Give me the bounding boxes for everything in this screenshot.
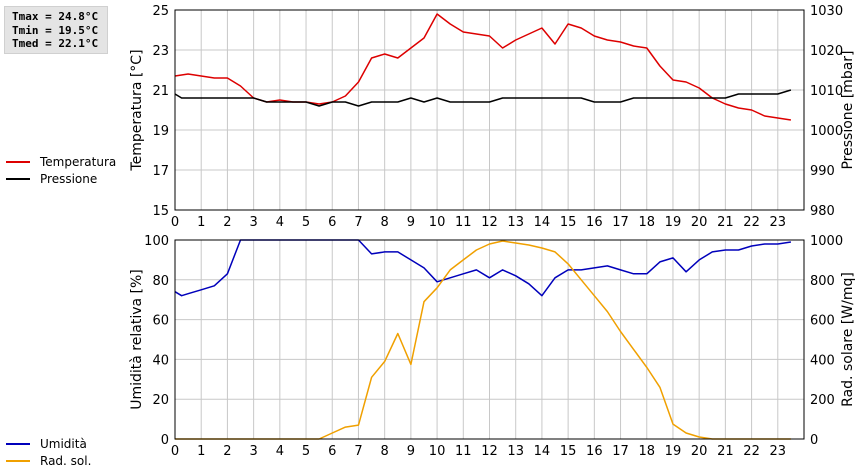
plot2-y-left-title: Umidità relativa [%] xyxy=(129,269,145,410)
plot1-x-tick-label: 12 xyxy=(481,215,498,230)
plot2-x-tick-label: 8 xyxy=(381,444,389,459)
tmin-text: Tmin = 19.5°C xyxy=(12,23,99,37)
legend-item-pressione: Pressione xyxy=(6,170,116,187)
plot1-x-tick-label: 0 xyxy=(171,215,179,230)
legend-label-pressione: Pressione xyxy=(40,171,98,186)
plot1-x-tick-label: 9 xyxy=(407,215,415,230)
plot1-x-tick-label: 22 xyxy=(743,215,760,230)
tmed-text: Tmed = 22.1°C xyxy=(12,37,99,50)
tmax-text: Tmax = 24.8°C xyxy=(12,10,99,23)
plot2-y-right-tick-label: 1000 xyxy=(810,234,843,249)
plot1-x-tick-label: 13 xyxy=(507,215,524,230)
plot2-x-tick-label: 23 xyxy=(770,444,787,459)
plot1-x-tick-label: 1 xyxy=(197,215,205,230)
plot1-x-tick-label: 17 xyxy=(612,215,629,230)
plot2-y-left-tick-label: 80 xyxy=(152,274,169,289)
plot1-series-temperatura xyxy=(174,13,792,121)
plot1-x-tick-label: 19 xyxy=(665,215,682,230)
plot1-x-tick-label: 10 xyxy=(429,215,446,230)
plot1-y-left-title: Temperatura [°C] xyxy=(129,49,145,171)
plot1-y-left-tick-label: 19 xyxy=(152,124,169,139)
legend-item-umidita: Umidità xyxy=(6,435,91,452)
plot2-x-tick-label: 5 xyxy=(302,444,310,459)
stats-box: Tmax = 24.8°C Tmin = 19.5°C Tmed = 22.1°… xyxy=(4,6,108,54)
plot2-y-right-title: Rad. solare [W/mq] xyxy=(840,272,856,407)
plot1-y-left-tick-label: 17 xyxy=(152,164,169,179)
plot2-x-tick-label: 7 xyxy=(354,444,362,459)
plot1-y-right-tick-label: 1020 xyxy=(810,44,843,59)
plot1-frame xyxy=(174,9,805,211)
plot1-y-right-tick-label: 990 xyxy=(810,164,835,179)
plot1-series-pressione xyxy=(174,89,792,107)
plot2-x-tick-label: 10 xyxy=(429,444,446,459)
plot1-y-right-tick-label: 1000 xyxy=(810,124,843,139)
plot2-y-left-tick-label: 0 xyxy=(161,433,169,448)
plot1-x-tick-label: 6 xyxy=(328,215,336,230)
plot2-x-tick-label: 2 xyxy=(223,444,231,459)
plot1-x-tick-label: 5 xyxy=(302,215,310,230)
plot1-y-right-tick-label: 980 xyxy=(810,204,835,219)
plot2-x-tick-label: 9 xyxy=(407,444,415,459)
plot2-x-tick-label: 14 xyxy=(534,444,551,459)
plot2-y-left-tick-label: 60 xyxy=(152,314,169,329)
plot2-y-right-tick-label: 800 xyxy=(810,274,835,289)
plot2-x-tick-label: 12 xyxy=(481,444,498,459)
plot1-x-tick-label: 7 xyxy=(354,215,362,230)
plot1-x-tick-label: 4 xyxy=(276,215,284,230)
plot1-y-right-tick-label: 1010 xyxy=(810,84,843,99)
plot2-x-tick-label: 16 xyxy=(586,444,603,459)
plot2-x-tick-label: 13 xyxy=(507,444,524,459)
legend-top: Temperatura Pressione xyxy=(6,153,116,187)
plot1-y-left-tick-label: 25 xyxy=(152,4,169,19)
plot2-y-right-tick-label: 200 xyxy=(810,393,835,408)
plot2-x-tick-label: 22 xyxy=(743,444,760,459)
plot1-x-tick-label: 3 xyxy=(249,215,257,230)
plot1-x-tick-label: 14 xyxy=(534,215,551,230)
plot2-x-tick-label: 18 xyxy=(638,444,655,459)
plot2-frame xyxy=(174,239,805,440)
plot1-x-tick-label: 2 xyxy=(223,215,231,230)
plot2-x-tick-label: 15 xyxy=(560,444,577,459)
legend-swatch-temperatura xyxy=(6,160,30,163)
plot2-series-umidit xyxy=(174,239,792,297)
plot1-x-tick-label: 15 xyxy=(560,215,577,230)
plot2-x-tick-label: 11 xyxy=(455,444,472,459)
plot2-y-left-tick-label: 100 xyxy=(144,234,169,249)
legend-swatch-pressione xyxy=(6,177,30,180)
plot1-y-left-tick-label: 23 xyxy=(152,44,169,59)
plot2-x-tick-label: 20 xyxy=(691,444,708,459)
plot2-x-tick-label: 21 xyxy=(717,444,734,459)
legend-swatch-umidita xyxy=(6,442,30,445)
plot2-y-right-tick-label: 600 xyxy=(810,314,835,329)
plot1-x-tick-label: 11 xyxy=(455,215,472,230)
legend-label-temperatura: Temperatura xyxy=(40,154,117,169)
plot1-x-tick-label: 8 xyxy=(381,215,389,230)
plot1-y-right-title: Pressione [mbar] xyxy=(840,50,856,169)
plot2-x-tick-label: 19 xyxy=(665,444,682,459)
plot2-x-tick-label: 0 xyxy=(171,444,179,459)
plot2-y-left-tick-label: 20 xyxy=(152,393,169,408)
plot2-x-tick-label: 4 xyxy=(276,444,284,459)
plot2-y-right-tick-label: 0 xyxy=(810,433,818,448)
plot2-x-tick-label: 1 xyxy=(197,444,205,459)
plot2-y-left-tick-label: 40 xyxy=(152,353,169,368)
plot2-x-tick-label: 3 xyxy=(249,444,257,459)
plot1-y-right-tick-label: 1030 xyxy=(810,4,843,19)
plot1-x-tick-label: 18 xyxy=(638,215,655,230)
plot2-series-rad-sol xyxy=(175,240,791,440)
plot1-y-left-tick-label: 21 xyxy=(152,84,169,99)
plot2-x-tick-label: 17 xyxy=(612,444,629,459)
legend-label-umidita: Umidità xyxy=(40,436,87,451)
plot1-x-tick-label: 21 xyxy=(717,215,734,230)
plot1-x-tick-label: 20 xyxy=(691,215,708,230)
plot2-y-right-tick-label: 400 xyxy=(810,353,835,368)
plot2-x-tick-label: 6 xyxy=(328,444,336,459)
plot1-x-tick-label: 23 xyxy=(770,215,787,230)
legend-item-temperatura: Temperatura xyxy=(6,153,116,170)
plot1-x-tick-label: 16 xyxy=(586,215,603,230)
plot1-y-left-tick-label: 15 xyxy=(152,204,169,219)
